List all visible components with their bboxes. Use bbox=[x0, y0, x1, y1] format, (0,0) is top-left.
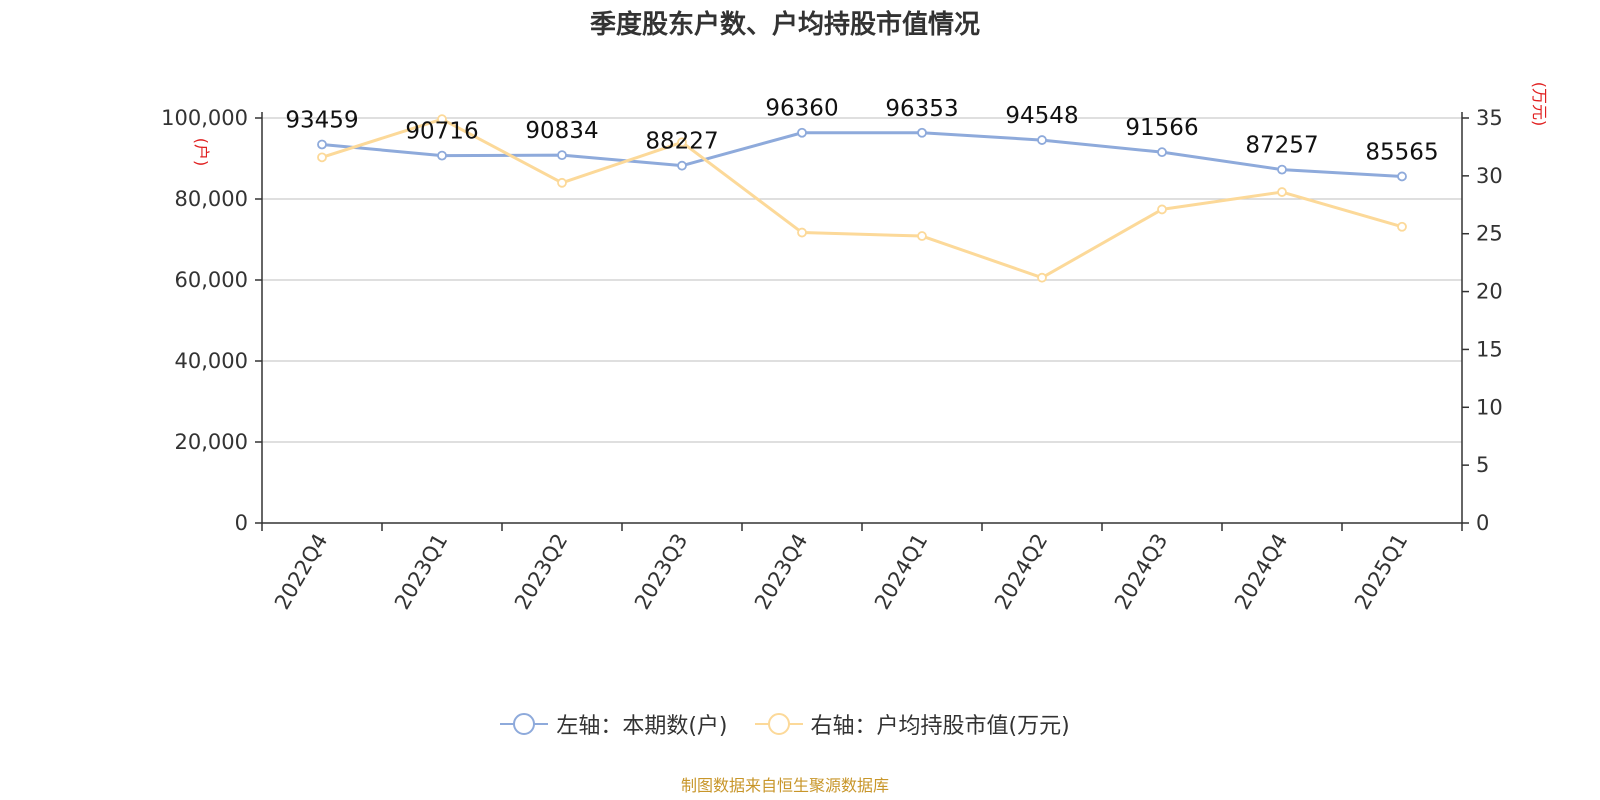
data-labels: 93459 90716 90834 88227 96360 96353 94548 91566… bbox=[285, 96, 1438, 166]
legend: 左轴：本期数(户) 右轴：户均持股市值(万元) bbox=[0, 708, 1570, 743]
left-axis-tick-label: 40,000 bbox=[175, 349, 248, 373]
data-label: 91566 bbox=[1125, 115, 1198, 141]
axes: 0 20,000 40,000 60,000 80,000 100,000 0 5 10 15 20… bbox=[161, 82, 1549, 614]
data-point-right bbox=[1157, 204, 1167, 215]
data-label: 96353 bbox=[885, 96, 958, 122]
data-point-right bbox=[1277, 187, 1287, 197]
data-point-right bbox=[917, 231, 927, 241]
data-point-right bbox=[797, 227, 807, 238]
left-axis-tick-label: 80,000 bbox=[175, 187, 248, 211]
data-point-left bbox=[1277, 164, 1287, 175]
x-tick-label: 2023Q2 bbox=[510, 530, 572, 614]
data-point-left bbox=[437, 150, 447, 161]
data-point-right bbox=[1397, 221, 1407, 232]
chart-title: 季度股东户数、户均持股市值情况 bbox=[589, 10, 980, 40]
data-point-right bbox=[1037, 272, 1047, 283]
data-point-right bbox=[677, 137, 687, 148]
data-point-left bbox=[1037, 135, 1047, 145]
x-tick-label: 2024Q1 bbox=[870, 530, 932, 614]
x-tick-label: 2023Q1 bbox=[390, 530, 452, 614]
data-point-left bbox=[1397, 171, 1407, 182]
series-lines bbox=[317, 114, 1407, 283]
data-point-right bbox=[437, 114, 447, 125]
legend-item-left-series[interactable]: 左轴：本期数(户) bbox=[500, 708, 728, 740]
data-label: 96360 bbox=[765, 96, 838, 122]
left-axis-tick-label: 60,000 bbox=[175, 268, 248, 292]
grid-lines bbox=[262, 117, 1462, 443]
data-point-left bbox=[1157, 147, 1167, 158]
data-label: 88227 bbox=[645, 129, 718, 155]
x-tick-label: 2024Q2 bbox=[990, 530, 1052, 614]
x-tick-label: 2022Q4 bbox=[270, 530, 332, 614]
right-axis-tick-label: 5 bbox=[1476, 453, 1489, 477]
right-axis-tick-label: 10 bbox=[1476, 395, 1503, 419]
data-label: 90716 bbox=[405, 119, 478, 145]
x-tick-label: 2024Q3 bbox=[1110, 530, 1172, 614]
legend-label: 左轴：本期数(户) bbox=[556, 714, 728, 739]
x-tick-label: 2023Q3 bbox=[630, 530, 692, 614]
data-point-right bbox=[317, 152, 327, 163]
legend-line-circle-icon bbox=[500, 713, 549, 735]
right-axis-tick-label: 35 bbox=[1476, 106, 1503, 130]
legend-item-right-series[interactable]: 右轴：户均持股市值(万元) bbox=[754, 708, 1070, 740]
legend-label: 右轴：户均持股市值(万元) bbox=[810, 714, 1070, 739]
left-axis-unit: (户) bbox=[192, 138, 211, 167]
left-axis-tick-label: 20,000 bbox=[175, 430, 248, 454]
series-line-left bbox=[321, 131, 1403, 178]
right-axis-tick-label: 30 bbox=[1476, 164, 1503, 188]
right-axis-tick-label: 0 bbox=[1476, 511, 1489, 535]
data-point-left bbox=[797, 127, 807, 138]
left-axis-tick-label: 100,000 bbox=[161, 106, 248, 130]
data-point-left bbox=[317, 139, 327, 150]
left-axis-tick-label: 0 bbox=[235, 511, 248, 535]
x-tick-label: 2025Q1 bbox=[1350, 530, 1412, 614]
data-label: 93459 bbox=[285, 107, 358, 133]
data-label: 90834 bbox=[525, 118, 598, 144]
data-point-right bbox=[557, 177, 567, 188]
x-tick-label: 2024Q4 bbox=[1230, 530, 1292, 614]
right-axis-tick-label: 25 bbox=[1476, 222, 1503, 246]
right-axis-unit: (万元) bbox=[1530, 82, 1549, 127]
right-axis-tick-label: 20 bbox=[1476, 280, 1503, 304]
x-tick-label: 2023Q4 bbox=[750, 530, 812, 614]
series-line-right bbox=[321, 117, 1403, 280]
source-note: 制图数据来自恒生聚源数据库 bbox=[680, 776, 889, 795]
data-point-left bbox=[677, 160, 687, 171]
right-axis-tick-label: 15 bbox=[1476, 337, 1503, 361]
legend-line-circle-icon bbox=[754, 713, 803, 735]
data-label: 85565 bbox=[1365, 139, 1438, 165]
data-point-left bbox=[557, 150, 567, 161]
data-label: 87257 bbox=[1245, 133, 1318, 159]
data-label: 94548 bbox=[1005, 103, 1078, 129]
data-point-left bbox=[917, 127, 927, 138]
